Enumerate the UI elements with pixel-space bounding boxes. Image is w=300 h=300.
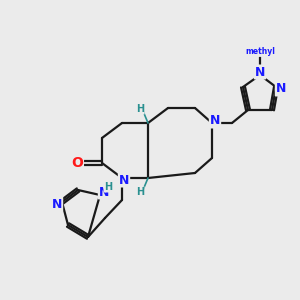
Text: O: O <box>71 156 83 170</box>
Text: N: N <box>99 185 109 199</box>
Text: H: H <box>136 187 144 197</box>
Text: N: N <box>276 82 286 95</box>
Text: H: H <box>136 104 144 114</box>
Text: methyl: methyl <box>245 47 275 56</box>
Text: N: N <box>255 65 265 79</box>
Text: N: N <box>119 173 129 187</box>
Text: N: N <box>52 197 62 211</box>
Text: H: H <box>104 182 112 192</box>
Text: N: N <box>210 115 220 128</box>
